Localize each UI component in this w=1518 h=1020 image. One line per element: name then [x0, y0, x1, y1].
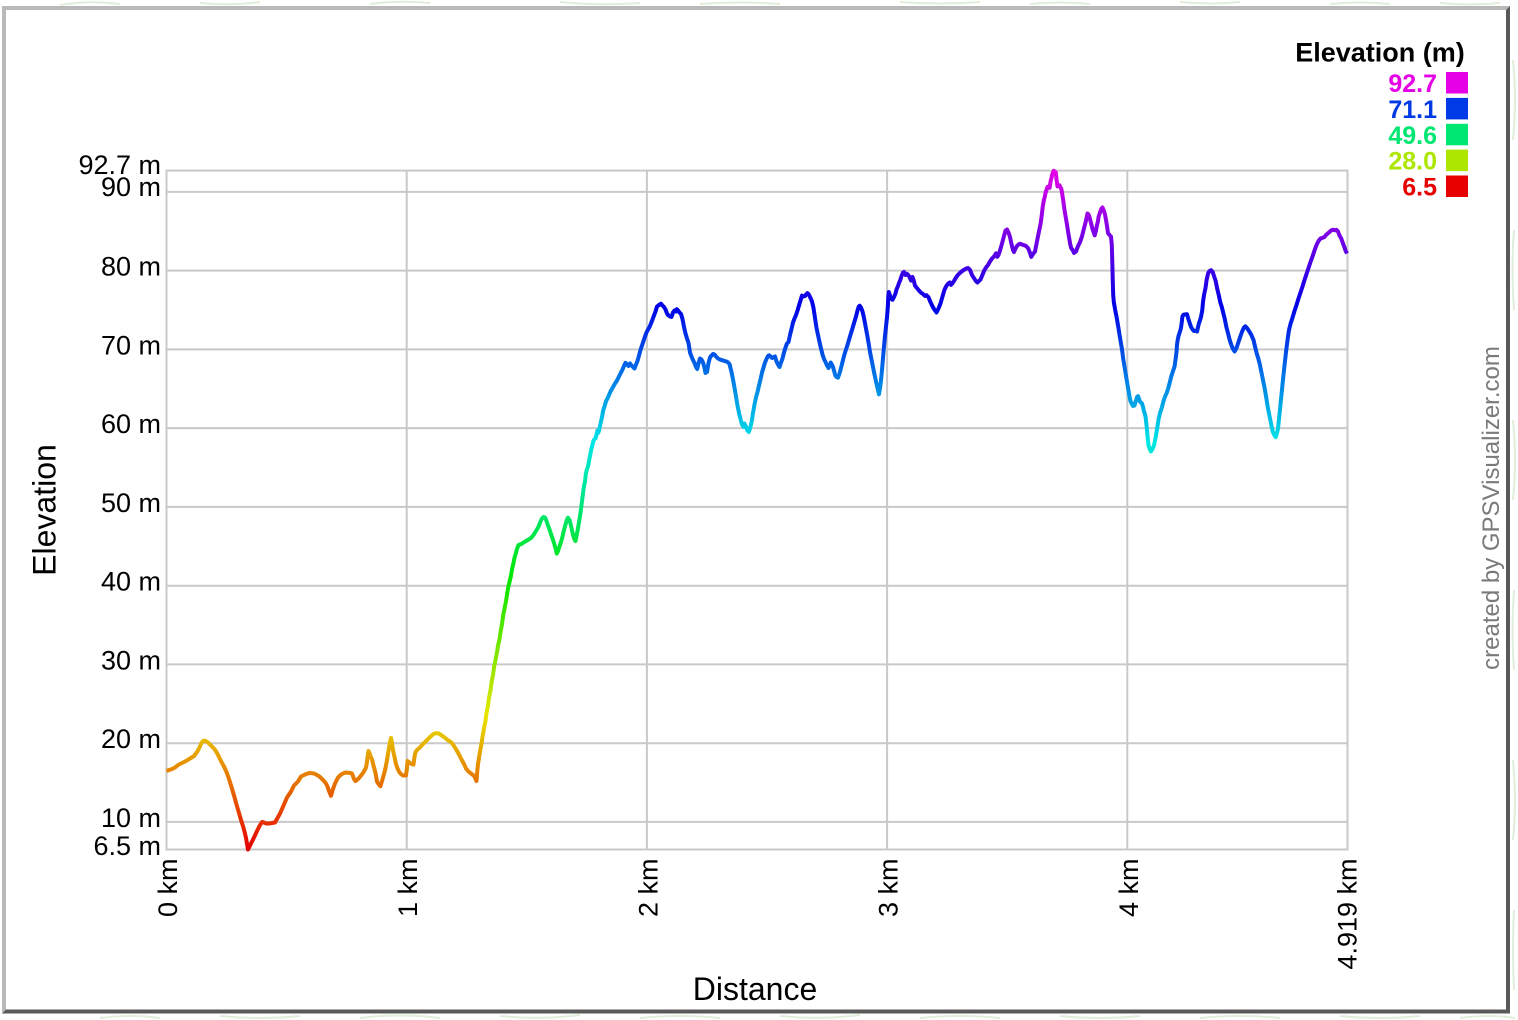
svg-text:28.0: 28.0	[1388, 148, 1437, 176]
svg-text:4.919 km: 4.919 km	[1333, 859, 1363, 970]
svg-text:6.5: 6.5	[1402, 174, 1437, 202]
svg-text:92.7: 92.7	[1388, 70, 1437, 98]
svg-text:Elevation (m): Elevation (m)	[1295, 38, 1465, 68]
svg-text:20 m: 20 m	[101, 724, 161, 754]
svg-text:92.7 m: 92.7 m	[78, 150, 161, 180]
svg-text:80 m: 80 m	[101, 252, 161, 282]
svg-text:71.1: 71.1	[1388, 96, 1437, 124]
svg-text:6.5 m: 6.5 m	[93, 831, 161, 861]
svg-text:4 km: 4 km	[1114, 859, 1144, 918]
svg-text:60 m: 60 m	[101, 409, 161, 439]
svg-text:49.6: 49.6	[1388, 122, 1437, 150]
svg-text:50 m: 50 m	[101, 488, 161, 518]
svg-text:10 m: 10 m	[101, 803, 161, 833]
svg-text:1 km: 1 km	[393, 859, 423, 918]
svg-text:Elevation: Elevation	[27, 444, 63, 576]
svg-text:90 m: 90 m	[101, 172, 161, 202]
svg-text:Distance: Distance	[693, 971, 818, 1007]
svg-text:created by GPSVisualizer.com: created by GPSVisualizer.com	[1478, 346, 1505, 670]
svg-text:2 km: 2 km	[633, 859, 663, 918]
svg-text:3 km: 3 km	[874, 859, 904, 918]
svg-text:30 m: 30 m	[101, 645, 161, 675]
svg-text:0 km: 0 km	[153, 859, 183, 918]
svg-text:40 m: 40 m	[101, 567, 161, 597]
svg-text:70 m: 70 m	[101, 330, 161, 360]
